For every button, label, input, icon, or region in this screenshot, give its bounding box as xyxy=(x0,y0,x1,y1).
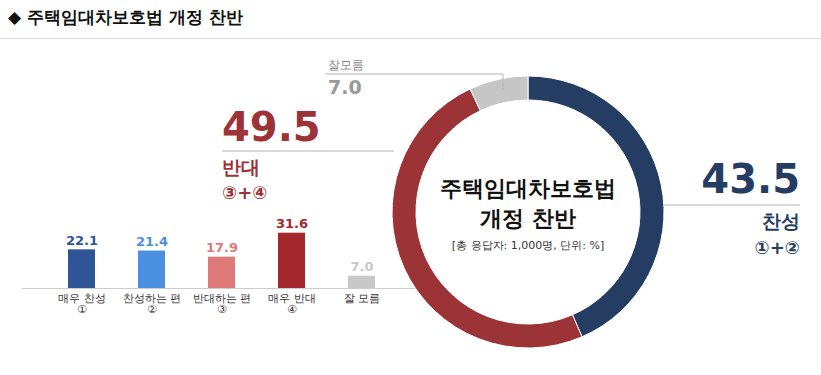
svg-text:[총 응답자: 1,000명, 단위: %]: [총 응답자: 1,000명, 단위: %] xyxy=(452,239,604,252)
svg-text:21.4: 21.4 xyxy=(136,234,168,249)
svg-text:③+④: ③+④ xyxy=(222,182,268,203)
svg-text:반대: 반대 xyxy=(222,156,260,178)
svg-text:주택임대차보호법: 주택임대차보호법 xyxy=(440,176,616,201)
html-text:◆ 주택임대차보호법 개정 찬반: ◆ 주택임대차보호법 개정 찬반 xyxy=(8,7,243,27)
svg-text:개정 찬반: 개정 찬반 xyxy=(480,206,576,231)
svg-text:반대하는 편③: 반대하는 편③ xyxy=(193,292,252,316)
svg-text:17.9: 17.9 xyxy=(206,240,238,255)
svg-text:매우 반대④: 매우 반대④ xyxy=(268,292,316,316)
svg-text:잘 모름: 잘 모름 xyxy=(344,292,381,305)
svg-text:43.5: 43.5 xyxy=(701,156,800,202)
svg-text:31.6: 31.6 xyxy=(276,216,308,231)
svg-text:49.5: 49.5 xyxy=(222,104,321,150)
svg-text:22.1: 22.1 xyxy=(66,233,98,248)
svg-text:7.0: 7.0 xyxy=(328,76,362,98)
svg-text:7.0: 7.0 xyxy=(350,259,373,274)
svg-text:잘모름: 잘모름 xyxy=(328,58,364,72)
svg-text:①+②: ①+② xyxy=(754,237,800,258)
svg-text:찬성: 찬성 xyxy=(762,210,800,232)
svg-text:매우 찬성①: 매우 찬성① xyxy=(58,292,106,316)
svg-text:찬성하는 편②: 찬성하는 편② xyxy=(123,292,182,316)
